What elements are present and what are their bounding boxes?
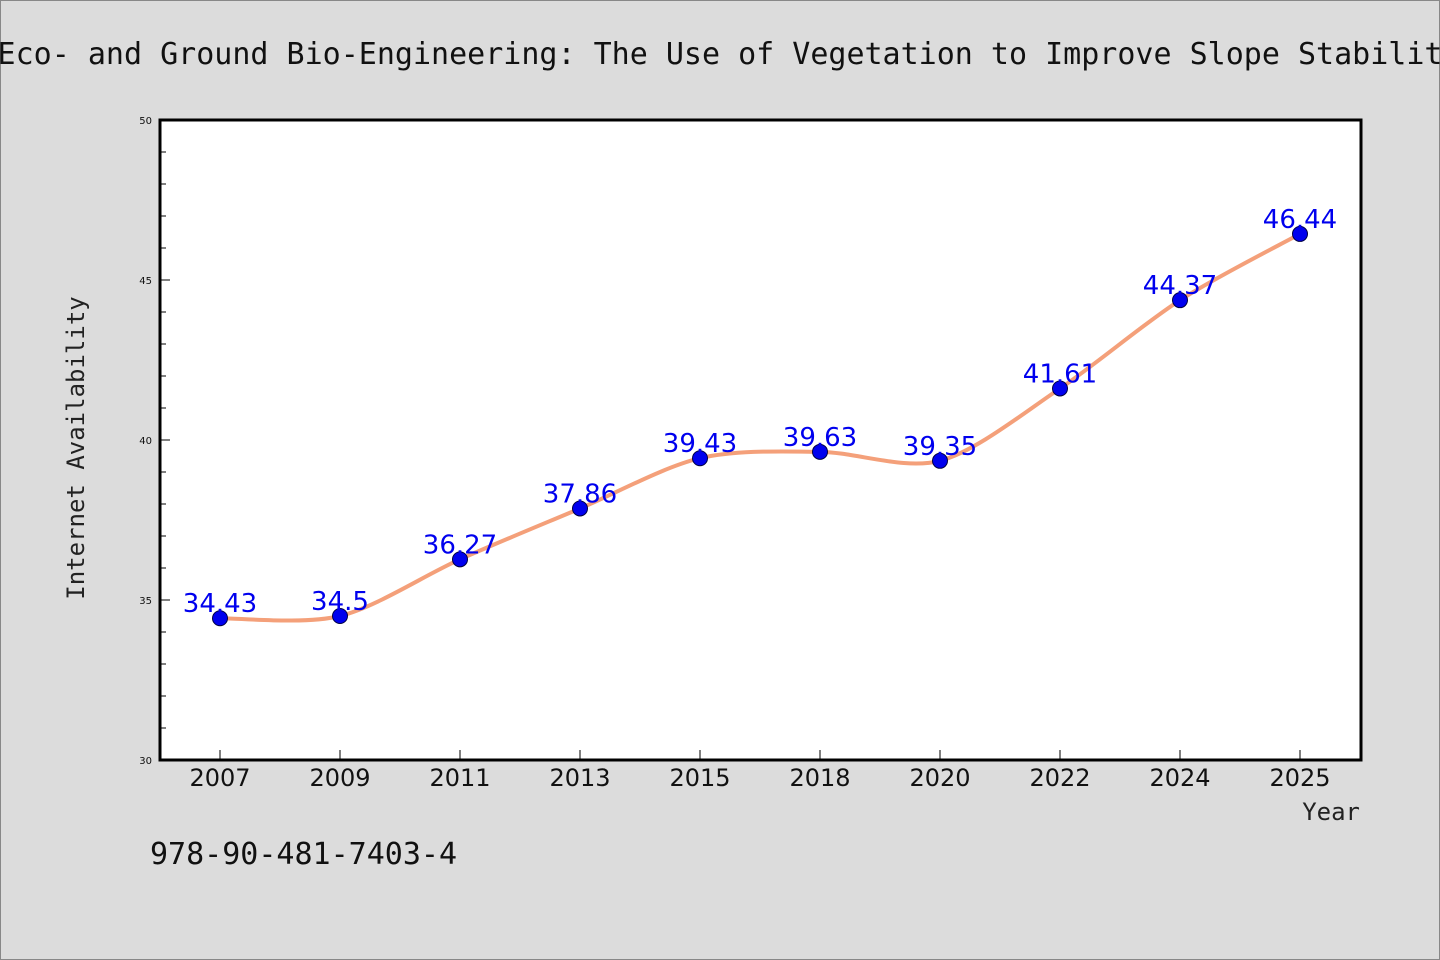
y-axis: 30 35 40 45 50 bbox=[139, 116, 170, 767]
x-tick-label: 2022 bbox=[1029, 764, 1090, 792]
data-labels: 34.43 34.5 36.27 37.86 39.43 39.63 39.35 41.61 4… bbox=[183, 205, 1337, 619]
data-label: 46.44 bbox=[1263, 205, 1337, 235]
data-point bbox=[1172, 292, 1188, 309]
x-tick-label: 2009 bbox=[309, 764, 370, 792]
x-tick-label: 2018 bbox=[789, 764, 850, 792]
x-tick-label: 2011 bbox=[429, 764, 490, 792]
data-label: 41.61 bbox=[1023, 359, 1097, 389]
y-tick-label: 50 bbox=[139, 116, 152, 127]
chart-title: Eco- and Ground Bio-Engineering: The Use… bbox=[0, 37, 1440, 72]
isbn-text: 978-90-481-7403-4 bbox=[150, 837, 457, 872]
data-point bbox=[692, 450, 708, 467]
data-label: 39.63 bbox=[783, 423, 857, 453]
data-label: 34.43 bbox=[183, 589, 257, 619]
x-tick-label: 2020 bbox=[909, 764, 970, 792]
data-label: 37.86 bbox=[543, 479, 617, 509]
plot-area bbox=[158, 118, 1363, 762]
y-tick-label: 40 bbox=[139, 436, 152, 447]
data-point bbox=[452, 551, 468, 568]
x-tick-label: 2013 bbox=[549, 764, 610, 792]
series-line bbox=[219, 232, 1301, 623]
data-point bbox=[212, 610, 228, 627]
data-point bbox=[572, 500, 588, 517]
y-tick-label: 45 bbox=[139, 276, 152, 287]
y-tick-label: 35 bbox=[139, 596, 152, 607]
x-tick-label: 2025 bbox=[1269, 764, 1330, 792]
x-tick-label: 2024 bbox=[1149, 764, 1210, 792]
data-label: 39.43 bbox=[663, 429, 737, 459]
x-tick-label: 2007 bbox=[189, 764, 250, 792]
series-group bbox=[212, 225, 1308, 627]
data-label: 36.27 bbox=[423, 530, 497, 560]
y-tick-label: 30 bbox=[139, 756, 152, 767]
data-label: 44.37 bbox=[1143, 271, 1217, 301]
data-label: 39.35 bbox=[903, 432, 977, 462]
data-point bbox=[332, 608, 348, 624]
x-tick-label: 2015 bbox=[669, 764, 730, 792]
data-point bbox=[812, 443, 828, 460]
x-axis-label: Year bbox=[1302, 798, 1360, 826]
x-axis: 2007 2009 2011 2013 2015 2018 2020 2022 2024 2025 bbox=[189, 750, 1331, 792]
data-label: 34.5 bbox=[311, 587, 369, 617]
data-point bbox=[1052, 380, 1068, 397]
y-axis-label: Internet Availability bbox=[62, 296, 90, 599]
data-point bbox=[932, 452, 948, 469]
data-point bbox=[1292, 225, 1308, 242]
